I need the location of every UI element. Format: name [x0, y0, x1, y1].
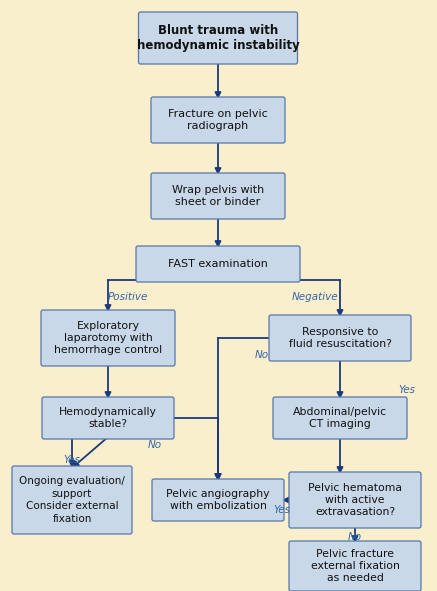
Text: Hemodynamically
stable?: Hemodynamically stable? [59, 407, 157, 429]
Text: Positive: Positive [108, 292, 148, 302]
FancyBboxPatch shape [136, 246, 300, 282]
Text: Yes: Yes [273, 505, 290, 515]
FancyBboxPatch shape [151, 97, 285, 143]
Text: Pelvic hematoma
with active
extravasation?: Pelvic hematoma with active extravasatio… [308, 483, 402, 517]
Text: Yes: Yes [63, 455, 80, 465]
FancyBboxPatch shape [152, 479, 284, 521]
FancyBboxPatch shape [289, 541, 421, 591]
Text: Abdominal/pelvic
CT imaging: Abdominal/pelvic CT imaging [293, 407, 387, 429]
Text: No: No [255, 350, 269, 360]
Text: Wrap pelvis with
sheet or binder: Wrap pelvis with sheet or binder [172, 185, 264, 207]
FancyBboxPatch shape [139, 12, 298, 64]
FancyBboxPatch shape [12, 466, 132, 534]
Text: Fracture on pelvic
radiograph: Fracture on pelvic radiograph [168, 109, 268, 131]
FancyBboxPatch shape [289, 472, 421, 528]
Text: Pelvic fracture
external fixation
as needed: Pelvic fracture external fixation as nee… [311, 548, 399, 583]
Text: Blunt trauma with
hemodynamic instability: Blunt trauma with hemodynamic instabilit… [137, 24, 299, 53]
FancyBboxPatch shape [269, 315, 411, 361]
FancyBboxPatch shape [41, 310, 175, 366]
Text: Exploratory
laparotomy with
hemorrhage control: Exploratory laparotomy with hemorrhage c… [54, 320, 162, 355]
Text: No: No [348, 532, 362, 542]
Text: Yes: Yes [398, 385, 415, 395]
FancyBboxPatch shape [273, 397, 407, 439]
Text: FAST examination: FAST examination [168, 259, 268, 269]
FancyBboxPatch shape [151, 173, 285, 219]
FancyBboxPatch shape [42, 397, 174, 439]
Text: Ongoing evaluation/
support
Consider external
fixation: Ongoing evaluation/ support Consider ext… [19, 476, 125, 524]
Text: Negative: Negative [292, 292, 339, 302]
Text: Pelvic angiography
with embolization: Pelvic angiography with embolization [166, 489, 270, 511]
Text: No: No [148, 440, 162, 450]
Text: Responsive to
fluid resuscitation?: Responsive to fluid resuscitation? [288, 327, 392, 349]
